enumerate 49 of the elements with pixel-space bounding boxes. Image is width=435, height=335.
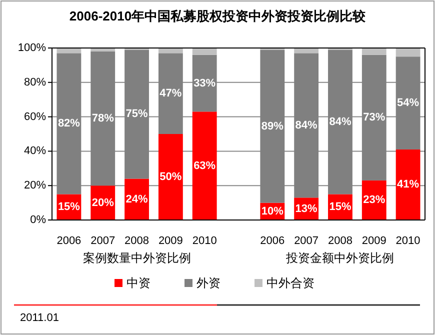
data-label: 15% (58, 201, 80, 214)
y-tick-label: 60% (24, 110, 46, 123)
data-label: 73% (363, 112, 386, 124)
data-label: 89% (261, 120, 284, 132)
bar (362, 48, 386, 55)
legend-label: 中资 (126, 276, 150, 290)
x-tick-label: 2009 (158, 235, 183, 247)
data-label: 47% (160, 88, 182, 100)
legend-label: 中外合资 (266, 276, 314, 290)
data-label: 63% (194, 160, 216, 172)
legend-label: 外资 (196, 276, 220, 290)
y-tick-label: 40% (24, 145, 46, 158)
x-tick-label: 2007 (294, 235, 319, 247)
chart-title: 2006-2010年中国私募股权投资中外资投资比例比较 (69, 8, 367, 24)
x-tick-label: 2008 (328, 235, 352, 247)
data-label: 84% (329, 116, 352, 128)
data-label: 75% (126, 108, 148, 120)
y-tick-label: 0% (30, 214, 46, 226)
x-tick-label: 2009 (362, 235, 386, 247)
bar (158, 134, 183, 220)
x-tick-label: 2006 (260, 235, 285, 247)
data-label: 54% (397, 97, 420, 110)
data-label: 33% (194, 77, 216, 90)
x-tick-label: 2006 (56, 235, 82, 247)
data-label: 78% (92, 112, 114, 125)
data-label: 23% (363, 194, 386, 206)
data-label: 50% (160, 171, 182, 183)
data-label: 84% (295, 119, 318, 132)
x-tick-label: 2010 (192, 235, 217, 247)
data-label: 10% (261, 205, 284, 218)
bar (192, 48, 217, 55)
text: 2011.01 (20, 312, 59, 324)
x-tick-label: 2010 (396, 235, 420, 247)
text: 投资金额中外资比例 (285, 251, 394, 265)
bar (396, 149, 420, 220)
data-label: 82% (58, 118, 80, 130)
data-label: 15% (329, 201, 352, 214)
bar (396, 48, 420, 57)
y-tick-label: 100% (18, 42, 46, 54)
x-tick-label: 2007 (90, 235, 116, 247)
x-tick-label: 2008 (124, 235, 150, 247)
data-label: 20% (92, 196, 114, 209)
data-label: 24% (126, 193, 148, 206)
data-label: 41% (397, 178, 420, 191)
y-tick-label: 20% (24, 180, 46, 192)
y-tick-label: 80% (24, 76, 46, 88)
data-label: 13% (295, 202, 318, 215)
text: 案例数量中外资比例 (82, 251, 191, 265)
bar (192, 112, 217, 220)
